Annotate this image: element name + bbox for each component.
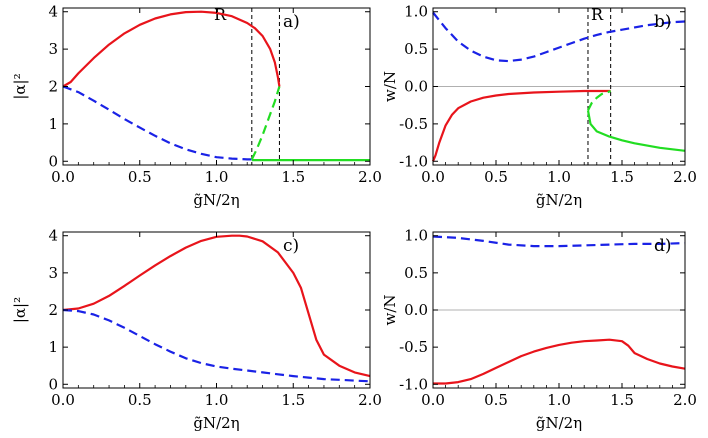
x-tick-label: 1.5 [281,168,305,186]
series-line [62,234,371,378]
x-tick-label: 1.5 [281,391,305,409]
x-tick-label: 1.5 [610,168,634,186]
x-tick-label: 1.0 [547,391,571,409]
x-tick-label: 2.0 [673,391,697,409]
x-tick-label: 0.5 [128,391,152,409]
x-tick-label: 0.5 [128,168,152,186]
panel-d: 0.0 0.5 1.0 1.5 2.0 -1.0 -0.5 0.0 0.5 1.0 g̃N/2η w/… [381,227,697,432]
y-tick-label: 0 [48,152,58,170]
y-tick-label: 0.5 [404,264,428,282]
series-line [250,86,281,160]
series-line [432,235,686,248]
y-tick-label: 0.5 [404,40,428,58]
series-line [586,110,686,152]
x-tick-label: 0.0 [51,168,75,186]
panel-label: d) [654,236,672,256]
series-line [432,11,686,63]
series-line [587,89,612,111]
y-tick-label: 4 [48,3,58,21]
y-tick-label: -1.0 [399,375,428,393]
y-tick-label: 0 [48,375,58,393]
y-axis-label: |α|² [11,73,29,99]
y-tick-label: 3 [48,264,58,282]
x-tick-label: 1.0 [205,391,229,409]
y-axis-label: w/N [381,71,399,102]
x-tick-label: 1.0 [205,168,229,186]
plot-frame [62,231,371,389]
y-tick-label: 0.0 [404,301,428,319]
y-tick-label: 2 [48,78,58,96]
panel-c: 0.0 0.5 1.0 1.5 2.0 0 1 2 3 4 g̃N/2η |α|² c) [11,227,382,432]
x-tick-label: 0.5 [484,168,508,186]
x-axis-label: g̃N/2η [193,191,239,209]
x-tick-label: 2.0 [358,168,382,186]
y-tick-label: 3 [48,40,58,58]
x-tick-label: 2.0 [358,391,382,409]
y-tick-label: 1.0 [404,3,428,21]
x-axis-label: g̃N/2η [536,191,582,209]
panel-label: c) [283,236,299,256]
x-axis-label: g̃N/2η [193,414,239,432]
x-tick-label: 1.0 [547,168,571,186]
region-label: R [591,5,604,24]
series-line [62,85,252,161]
y-tick-label: -0.5 [399,338,428,356]
plot-frame [62,7,371,166]
panel-label: a) [283,12,300,32]
x-tick-label: 0.0 [421,391,445,409]
series-line [62,308,371,383]
x-tick-label: 2.0 [673,168,697,186]
y-axis-label: |α|² [11,297,29,323]
panel-label: b) [654,12,672,32]
series-line [431,89,611,162]
y-tick-label: 1 [48,338,58,356]
x-tick-label: 0.0 [421,168,445,186]
x-tick-label: 0.5 [484,391,508,409]
series-line [62,10,281,88]
panel-b: R 0.0 0.5 1.0 1.5 2.0 -1.0 -0.5 0.0 0.5 1.0 g̃N/2η w… [381,3,697,209]
y-tick-label: -1.0 [399,152,428,170]
y-tick-label: -0.5 [399,115,428,133]
y-tick-label: 0.0 [404,78,428,96]
y-tick-label: 1.0 [404,227,428,245]
y-tick-label: 1 [48,115,58,133]
y-tick-label: 2 [48,301,58,319]
y-axis-label: w/N [381,294,399,325]
series-line [433,338,686,385]
x-axis-label: g̃N/2η [536,414,582,432]
x-tick-label: 1.5 [610,391,634,409]
x-tick-label: 0.0 [51,391,75,409]
y-tick-label: 4 [48,227,58,245]
